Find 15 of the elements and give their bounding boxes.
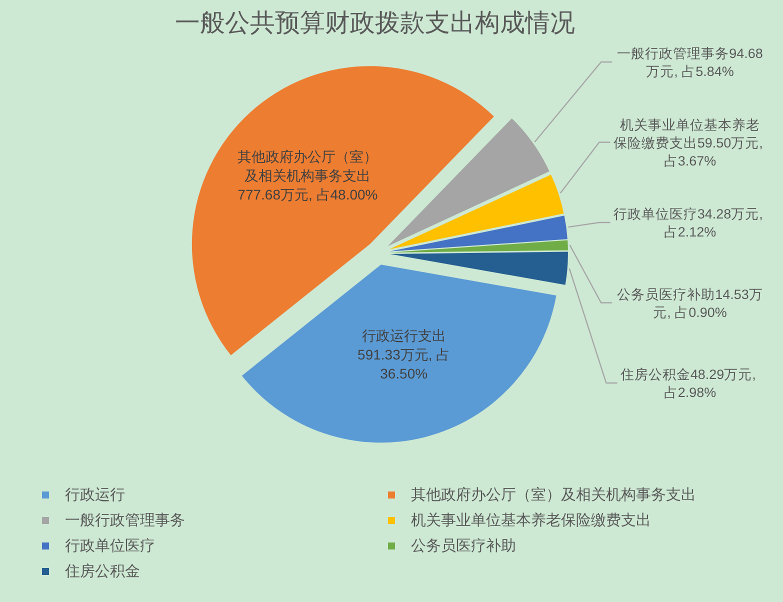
legend-label: 行政单位医疗 bbox=[65, 538, 155, 554]
data-label: 行政单位医疗34.28万元, 占2.12% bbox=[613, 206, 767, 239]
data-label: 机关事业单位基本养老保险缴费支出59.50万元, 占3.67% bbox=[613, 116, 767, 168]
legend-label: 机关事业单位基本养老保险缴费支出 bbox=[411, 512, 651, 529]
data-label: 行政运行支出591.33万元, 占36.50% bbox=[358, 327, 450, 382]
data-label: 其他政府办公厅（室）及相关机构事务支出777.68万元, 占48.00% bbox=[238, 148, 378, 203]
legend-label: 其他政府办公厅（室）及相关机构事务支出 bbox=[411, 486, 696, 504]
legend-label: 一般行政管理事务 bbox=[65, 512, 185, 529]
legend-label: 行政运行 bbox=[65, 486, 125, 504]
chart-title: 一般公共预算财政拨款支出构成情况 bbox=[175, 9, 575, 37]
legend-label: 住房公积金 bbox=[64, 563, 140, 580]
data-label: 公务员医疗补助14.53万元, 占0.90% bbox=[617, 286, 763, 320]
data-label: 住房公积金48.29万元, 占2.98% bbox=[619, 366, 760, 400]
legend-label: 公务员医疗补助 bbox=[411, 538, 516, 554]
data-label: 一般行政管理事务94.68万元, 占5.84% bbox=[617, 46, 763, 78]
